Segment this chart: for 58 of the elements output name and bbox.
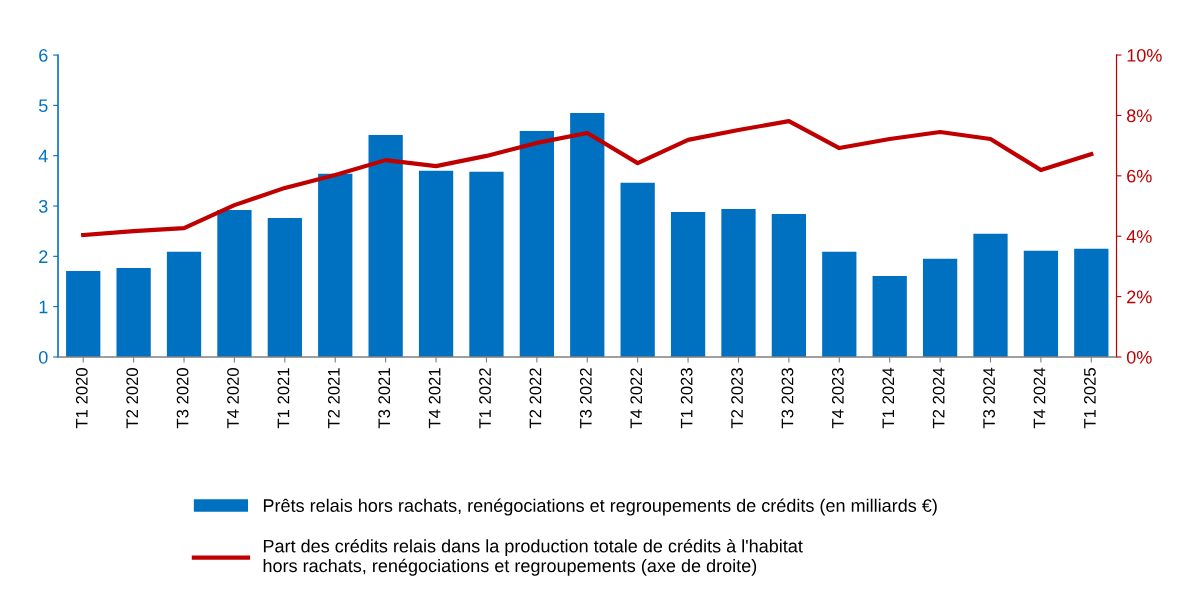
legend-label: Part des crédits relais dans la production totale de crédits à l'habitat hors rachats, renégociations et regroupements (axe de droite) [263,539,803,576]
y-tick-label: 0 [38,350,48,364]
x-tick-label: T1 2022 [479,368,491,429]
bar [418,170,454,357]
bar [1074,248,1109,357]
bar [519,131,554,357]
x-tick-label: T2 2021 [327,368,340,429]
bar [116,267,151,357]
line-series [81,119,1094,238]
x-tick-label: T1 2021 [277,368,290,429]
x-tick-label: T4 2023 [831,368,844,429]
y2-tick-label: 2% [1127,290,1152,304]
bar [570,112,605,357]
y2-tick-label: 4% [1126,230,1152,243]
legend-label: Prêts relais hors rachats, renégociations et regroupements de crédits (en milliards €) [263,498,937,516]
y2-tick-label: 0% [1126,350,1152,364]
x-tick-label: T1 2025 [1083,368,1096,429]
y2-tick-label: 6% [1127,169,1152,183]
bar [721,209,756,357]
y2-tick-label: 10% [1127,48,1162,62]
x-tick-label: T2 2024 [932,367,945,429]
x-tick-label: T3 2020 [176,368,189,429]
x-tick-label: T3 2023 [781,368,794,429]
x-tick-label: T1 2023 [680,368,693,429]
bar [1023,250,1059,357]
y-tick-label: 5 [38,99,48,113]
bar [973,233,1008,357]
x-tick-label: T4 2021 [428,368,441,429]
x-tick-label: T4 2024 [1033,367,1046,429]
x-tick-label: T3 2024 [983,367,995,429]
bar [166,251,202,357]
bar [620,182,655,357]
y-tick-label: 1 [39,300,48,314]
bar [267,218,302,357]
x-tick-label: T4 2020 [227,368,239,429]
y-tick-label: 2 [39,250,48,263]
y-tick-label: 4 [38,149,48,163]
bar [771,214,807,357]
x-tick-label: T3 2022 [579,368,592,429]
bar [368,135,403,357]
x-tick-label: T2 2022 [529,368,542,429]
bar [670,212,706,357]
bar [872,275,907,357]
y-tick-label: 3 [38,199,48,213]
x-tick-label: T2 2023 [731,368,743,429]
x-tick-label: T3 2021 [378,368,391,429]
bar [66,270,101,357]
bar [922,258,958,357]
bar [217,210,252,357]
x-tick-label: T2 2020 [126,368,139,429]
y-tick-label: 6 [39,48,48,62]
x-tick-label: T4 2022 [630,368,643,429]
x-tick-label: T1 2020 [75,368,88,429]
bar [822,251,857,357]
bar [469,171,504,357]
bar [318,173,353,357]
x-tick-label: T1 2024 [882,367,895,429]
y2-tick-label: 8% [1127,109,1152,123]
